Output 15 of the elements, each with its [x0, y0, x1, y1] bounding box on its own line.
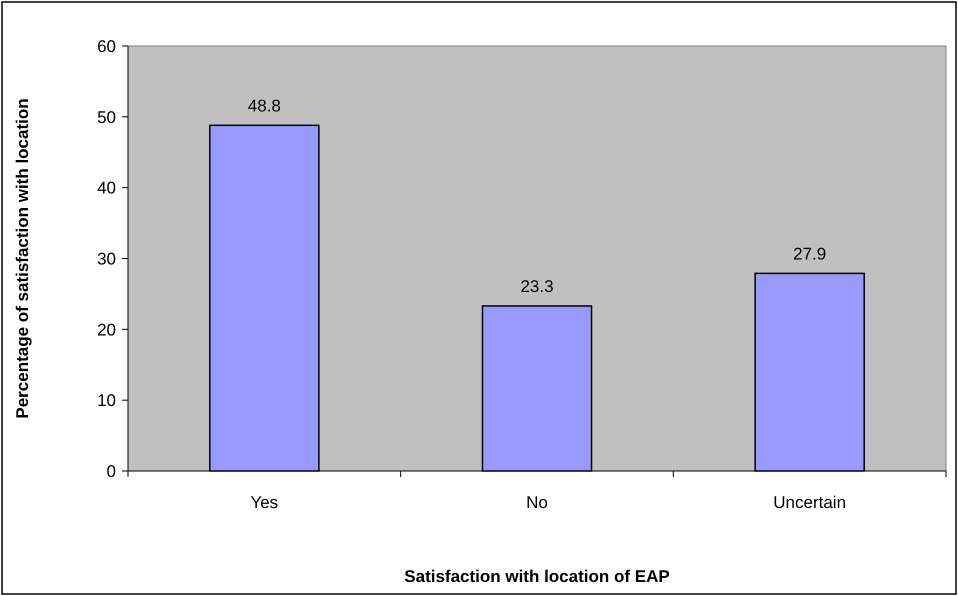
y-tick-label: 50	[97, 108, 116, 127]
y-tick-label: 10	[97, 391, 116, 410]
x-tick-label: Uncertain	[773, 493, 846, 512]
data-label: 48.8	[248, 96, 281, 116]
data-label: 23.3	[520, 276, 554, 296]
y-axis-title: Percentage of satisfaction with location	[13, 98, 32, 419]
x-tick-label: Yes	[250, 493, 278, 512]
y-tick-label: 20	[97, 320, 116, 340]
y-tick-label: 30	[97, 249, 116, 268]
y-tick-label: 60	[97, 36, 116, 56]
x-axis-title: Satisfaction with location of EAP	[404, 567, 670, 586]
x-tick-label: No	[526, 493, 548, 512]
data-label: 27.9	[793, 244, 826, 264]
y-tick-label: 40	[97, 178, 116, 198]
y-tick-label: 0	[106, 462, 116, 481]
